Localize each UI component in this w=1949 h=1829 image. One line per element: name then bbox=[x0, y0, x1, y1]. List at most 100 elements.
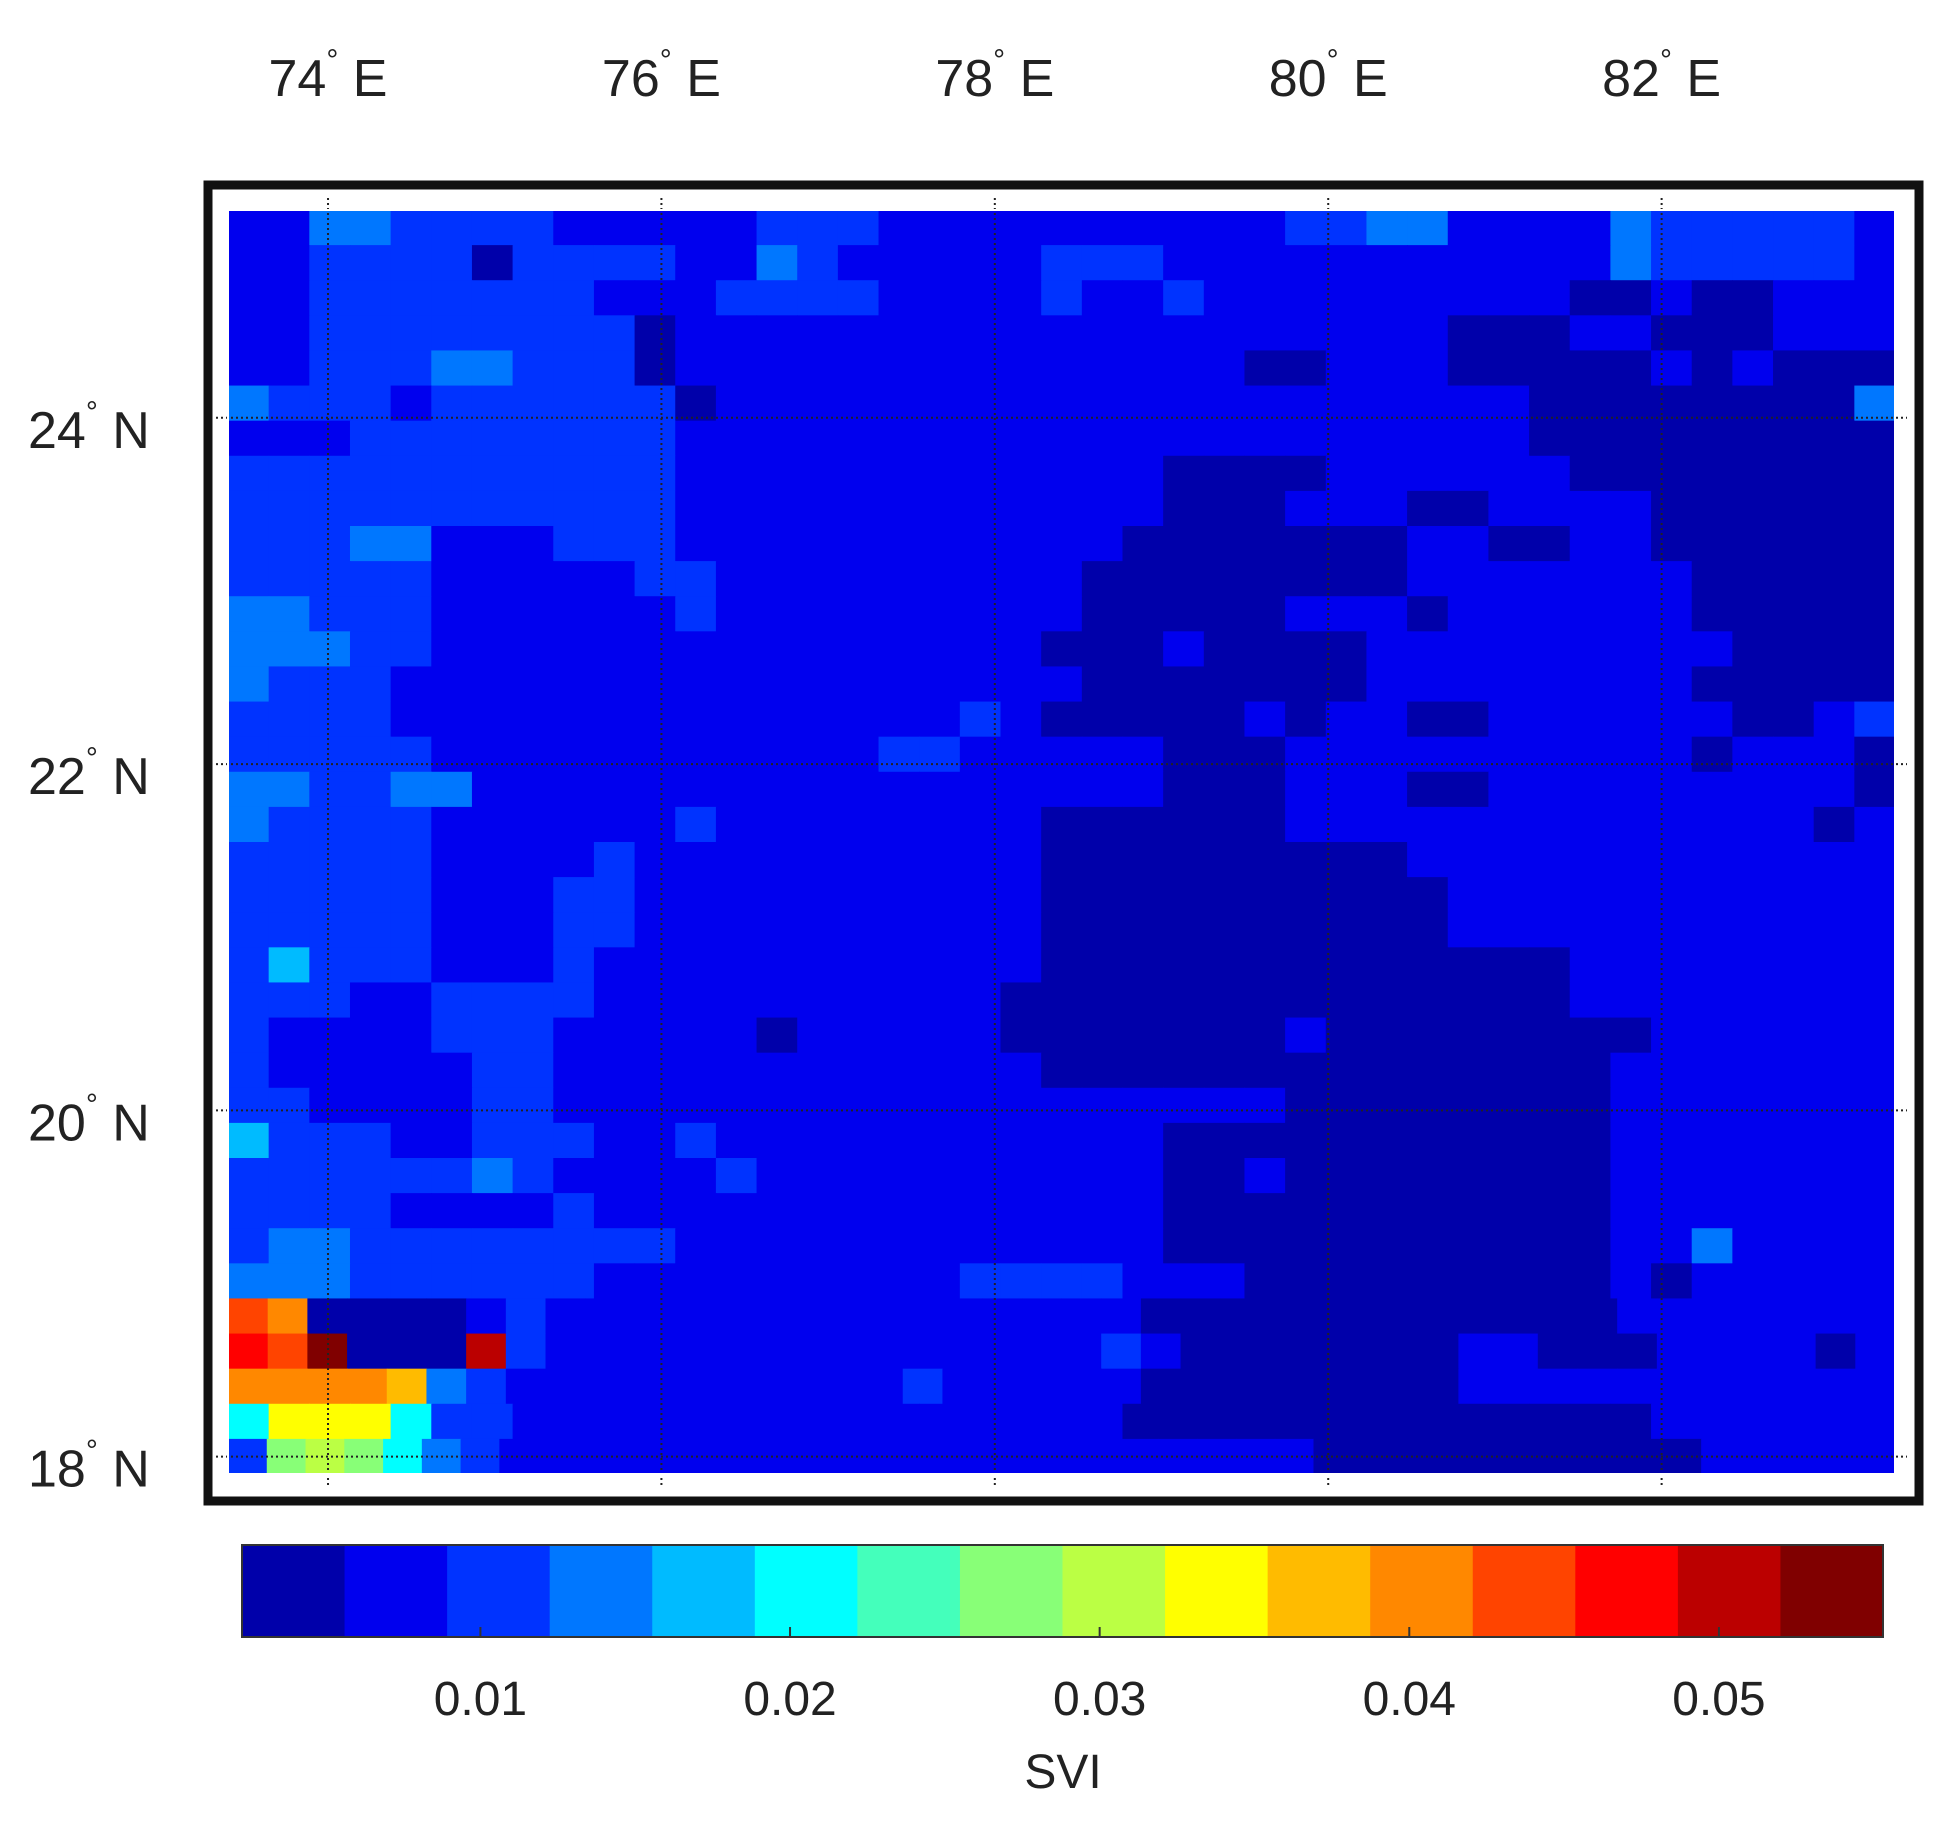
heatmap-cell bbox=[505, 1333, 547, 1370]
heatmap-cell bbox=[1285, 771, 1327, 808]
heatmap-cell bbox=[1569, 842, 1611, 878]
heatmap-cell bbox=[390, 1193, 432, 1229]
heatmap-cell bbox=[634, 315, 676, 352]
heatmap-cell bbox=[431, 842, 473, 878]
heatmap-cell bbox=[1407, 842, 1449, 878]
heatmap-cell bbox=[1203, 1403, 1246, 1440]
heatmap-cell bbox=[1854, 806, 1896, 843]
heatmap-cell bbox=[309, 245, 351, 281]
heatmap-cell bbox=[1651, 1017, 1693, 1054]
heatmap-cell bbox=[1220, 1368, 1261, 1405]
heatmap-cell bbox=[1366, 1158, 1408, 1194]
heatmap-cell bbox=[268, 1052, 310, 1089]
heatmap-cell bbox=[1447, 1017, 1490, 1054]
heatmap-cell bbox=[1220, 1298, 1261, 1335]
heatmap-cell bbox=[1021, 1298, 1063, 1335]
heatmap-cell bbox=[1081, 1193, 1124, 1229]
heatmap-cell bbox=[756, 455, 798, 492]
heatmap-cell bbox=[268, 455, 310, 492]
heatmap-cell bbox=[431, 982, 473, 1019]
heatmap-cell bbox=[837, 385, 880, 422]
heatmap-cell bbox=[1736, 1333, 1777, 1370]
heatmap-cell bbox=[390, 947, 432, 984]
heatmap-cell bbox=[1244, 1263, 1286, 1300]
heatmap-cell bbox=[1854, 1087, 1896, 1124]
heatmap-cell bbox=[1041, 806, 1083, 843]
heatmap-cell bbox=[268, 666, 310, 703]
heatmap-cell bbox=[1000, 1193, 1042, 1229]
heatmap-cell bbox=[1285, 877, 1327, 913]
colorbar-segment bbox=[549, 1545, 653, 1637]
heatmap-cell bbox=[1617, 1298, 1658, 1335]
heatmap-cell bbox=[553, 280, 595, 316]
heatmap-cell bbox=[675, 490, 717, 527]
heatmap-cell bbox=[1041, 912, 1083, 948]
heatmap-cell bbox=[228, 1017, 270, 1054]
heatmap-cell bbox=[1119, 1438, 1160, 1475]
heatmap-cell bbox=[982, 1298, 1023, 1335]
heatmap-cell bbox=[1651, 385, 1693, 422]
heatmap-cell bbox=[756, 490, 798, 527]
heatmap-cell bbox=[431, 877, 473, 913]
heatmap-cell bbox=[1366, 1403, 1408, 1440]
heatmap-cell bbox=[390, 1017, 432, 1054]
heatmap-cell bbox=[390, 561, 432, 597]
heatmap-cell bbox=[797, 245, 839, 281]
heatmap-cell bbox=[512, 280, 554, 316]
heatmap-cell bbox=[1854, 455, 1896, 492]
heatmap-cell bbox=[634, 245, 676, 281]
heatmap-cell bbox=[1529, 1193, 1571, 1229]
heatmap-cell bbox=[593, 982, 636, 1019]
heatmap-cell bbox=[1407, 420, 1449, 457]
heatmap-cell bbox=[675, 1403, 717, 1440]
heatmap-cell bbox=[942, 1298, 983, 1335]
heatmap-cell bbox=[1447, 877, 1490, 913]
heatmap-cell bbox=[512, 455, 554, 492]
heatmap-cell bbox=[624, 1298, 666, 1335]
heatmap-cell bbox=[1203, 350, 1246, 387]
longitude-labels: 74° E 76° E 78° E 80° E 82° E bbox=[269, 44, 1722, 108]
heatmap-cell bbox=[675, 526, 717, 562]
heatmap-cell bbox=[1325, 947, 1368, 984]
heatmap-cell bbox=[1339, 1298, 1380, 1335]
heatmap-cell bbox=[268, 1263, 310, 1300]
heatmap-cell bbox=[1813, 631, 1855, 668]
heatmap-cell bbox=[553, 701, 595, 738]
heatmap-cell bbox=[390, 420, 432, 457]
heatmap-cell bbox=[471, 877, 514, 913]
heatmap-cell bbox=[512, 385, 554, 422]
heatmap-cell bbox=[878, 420, 920, 457]
heatmap-cell bbox=[1000, 771, 1042, 808]
heatmap-cell bbox=[1447, 771, 1490, 808]
heatmap-cell bbox=[1081, 350, 1124, 387]
heatmap-cell bbox=[1285, 385, 1327, 422]
heatmap-cell bbox=[1325, 1122, 1368, 1159]
heatmap-cell bbox=[390, 1087, 432, 1124]
heatmap-cell bbox=[593, 385, 636, 422]
heatmap-cell bbox=[1041, 1122, 1083, 1159]
heatmap-cell bbox=[1813, 877, 1855, 913]
heatmap-cell bbox=[797, 1052, 839, 1089]
heatmap-cell bbox=[1732, 490, 1774, 527]
heatmap-cell bbox=[634, 842, 676, 878]
heatmap-cell bbox=[1000, 736, 1042, 773]
heatmap-cell bbox=[1041, 596, 1083, 632]
heatmap-cell bbox=[505, 1368, 547, 1405]
heatmap-cell bbox=[1407, 771, 1449, 808]
heatmap-cell bbox=[1081, 490, 1124, 527]
heatmap-cell bbox=[823, 1333, 864, 1370]
colorbar-segment bbox=[1370, 1545, 1474, 1637]
heatmap-cell bbox=[1569, 210, 1611, 246]
heatmap-cell bbox=[797, 280, 839, 316]
heatmap-cell bbox=[919, 1052, 961, 1089]
heatmap-cell bbox=[1244, 1228, 1286, 1264]
heatmap-cell bbox=[1285, 596, 1327, 632]
heatmap-cell bbox=[1285, 1017, 1327, 1054]
heatmap-cell bbox=[1569, 1087, 1611, 1124]
heatmap-cell bbox=[512, 982, 554, 1019]
heatmap-cell bbox=[756, 1263, 798, 1300]
heatmap-cell bbox=[1041, 526, 1083, 562]
heatmap-cell bbox=[919, 912, 961, 948]
heatmap-cell bbox=[471, 1193, 514, 1229]
heatmap-cell bbox=[1407, 210, 1449, 246]
